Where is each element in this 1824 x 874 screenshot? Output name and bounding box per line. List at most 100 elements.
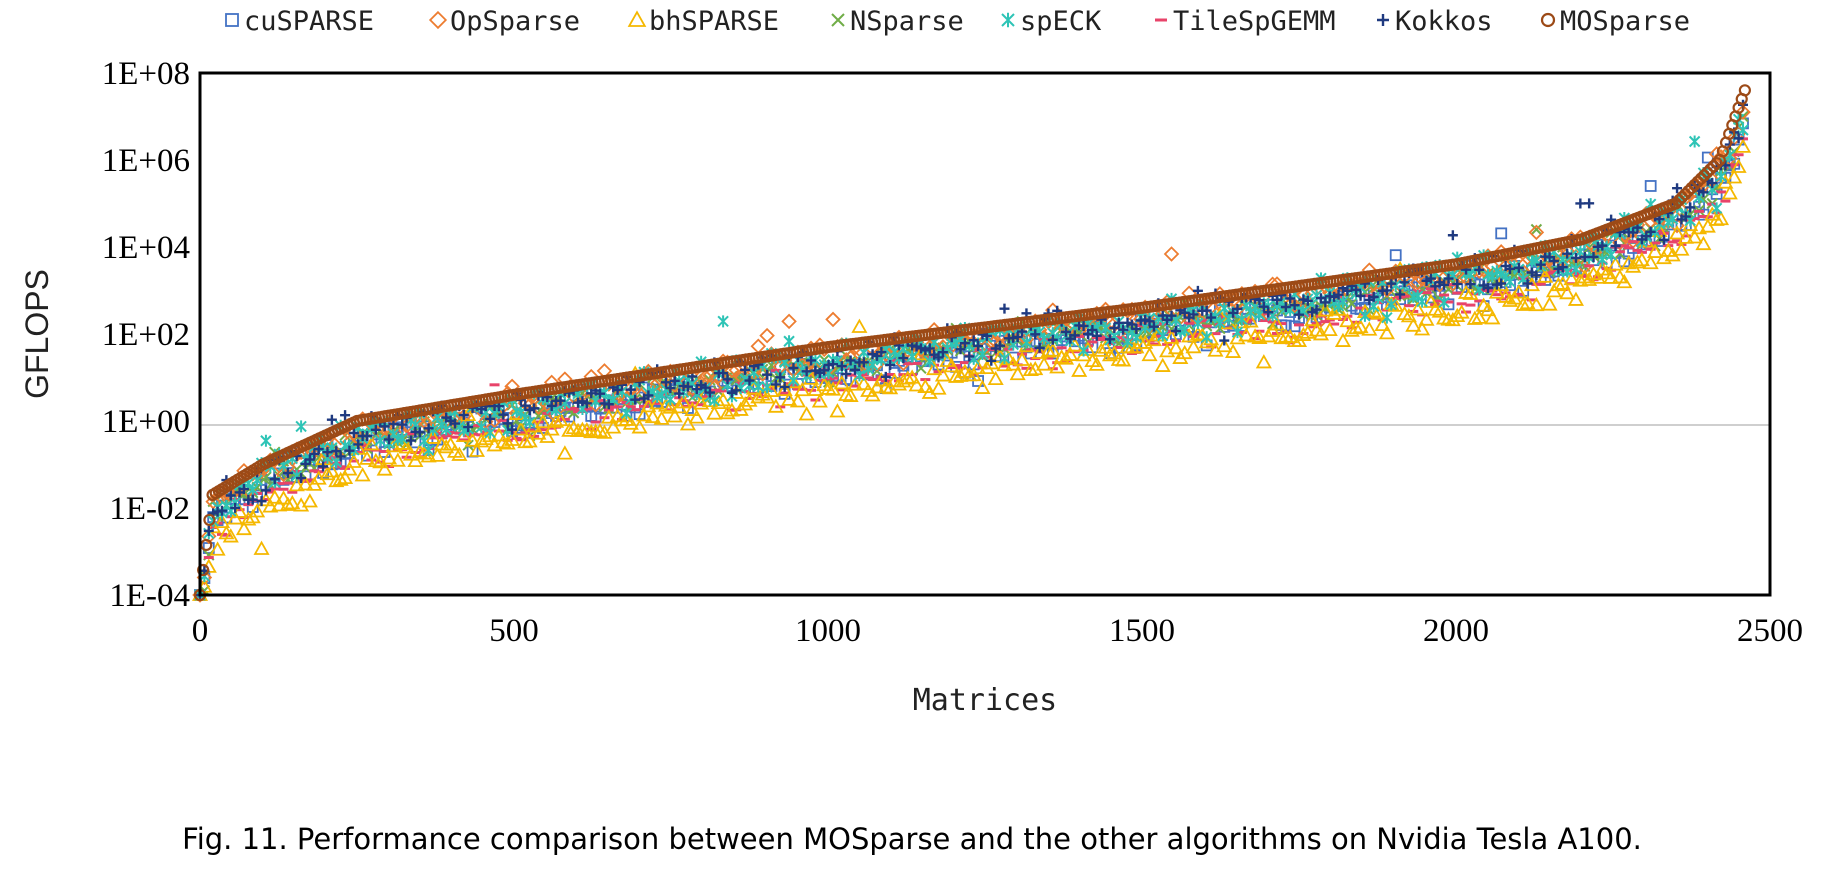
data-point bbox=[507, 424, 518, 435]
data-point bbox=[924, 343, 935, 354]
data-point bbox=[829, 403, 846, 418]
plot-frame bbox=[198, 71, 1772, 597]
data-point bbox=[1145, 331, 1162, 347]
data-point bbox=[1588, 251, 1599, 262]
data-point bbox=[197, 563, 210, 577]
data-point bbox=[1479, 301, 1497, 317]
data-point bbox=[1386, 278, 1397, 289]
data-point bbox=[1280, 302, 1291, 313]
data-point bbox=[858, 357, 869, 368]
data-point bbox=[1557, 262, 1568, 273]
data-point bbox=[1458, 284, 1475, 299]
data-point bbox=[253, 540, 270, 555]
data-point bbox=[1035, 356, 1053, 371]
data-point bbox=[986, 355, 997, 366]
data-point bbox=[282, 467, 293, 478]
data-point bbox=[484, 426, 496, 439]
data-point bbox=[1009, 365, 1026, 381]
data-point bbox=[570, 422, 587, 438]
legend-marker bbox=[1540, 12, 1556, 28]
data-point bbox=[512, 421, 529, 436]
data-point bbox=[256, 496, 267, 507]
data-point bbox=[1346, 297, 1358, 310]
data-point bbox=[1238, 327, 1255, 342]
data-point bbox=[660, 377, 671, 388]
data-point bbox=[1263, 307, 1274, 318]
data-point bbox=[1584, 198, 1595, 209]
data-point bbox=[785, 373, 802, 389]
data-point bbox=[1246, 328, 1264, 343]
data-point bbox=[1167, 339, 1184, 355]
data-point bbox=[1118, 324, 1129, 335]
data-point bbox=[1730, 158, 1747, 173]
data-point bbox=[1570, 252, 1581, 263]
data-point bbox=[1452, 278, 1463, 289]
x-tick-label: 500 bbox=[489, 613, 539, 649]
data-point bbox=[1101, 347, 1119, 362]
y-tick-label: 1E+04 bbox=[102, 230, 190, 266]
data-point bbox=[1088, 356, 1105, 371]
data-point bbox=[521, 433, 538, 448]
data-point bbox=[1044, 342, 1061, 357]
data-point bbox=[363, 436, 380, 451]
data-point bbox=[1579, 251, 1590, 262]
y-tick-label: 1E+02 bbox=[102, 317, 190, 353]
data-point bbox=[1431, 303, 1448, 318]
data-point bbox=[1563, 270, 1580, 286]
data-point bbox=[1334, 332, 1352, 347]
data-point bbox=[955, 344, 966, 355]
data-point bbox=[556, 445, 573, 460]
legend: cuSPARSE OpSparse bhSPARSE NSparse spECK Tile… bbox=[225, 6, 1690, 37]
data-point bbox=[908, 377, 925, 392]
data-point bbox=[1106, 345, 1123, 360]
data-point bbox=[1677, 229, 1694, 244]
data-point bbox=[806, 355, 817, 366]
data-point bbox=[952, 367, 969, 382]
data-point bbox=[1559, 284, 1576, 300]
data-point bbox=[1269, 276, 1285, 292]
data-point bbox=[595, 388, 606, 399]
data-point bbox=[1242, 313, 1259, 328]
data-point bbox=[222, 528, 239, 543]
data-point bbox=[1721, 185, 1738, 200]
x-tick-label: 2000 bbox=[1423, 613, 1489, 649]
data-point bbox=[260, 434, 272, 447]
x-axis-title: Matrices bbox=[913, 683, 1058, 718]
data-point bbox=[828, 359, 839, 370]
data-point bbox=[1658, 234, 1669, 245]
data-point bbox=[275, 490, 292, 505]
data-point bbox=[499, 435, 516, 450]
data-point bbox=[1726, 169, 1743, 184]
data-point bbox=[552, 411, 569, 427]
data-point bbox=[750, 338, 767, 355]
data-point bbox=[1531, 270, 1542, 281]
data-point bbox=[649, 395, 666, 410]
data-point bbox=[789, 393, 806, 408]
data-point bbox=[943, 358, 960, 373]
data-point bbox=[1712, 210, 1730, 226]
data-point bbox=[1647, 243, 1664, 258]
data-point bbox=[1154, 357, 1171, 372]
y-tick-label: 1E+00 bbox=[102, 404, 190, 440]
data-point bbox=[235, 520, 253, 536]
data-point bbox=[968, 335, 979, 346]
data-point bbox=[836, 361, 847, 372]
data-point bbox=[1707, 160, 1720, 173]
data-point bbox=[899, 370, 916, 385]
data-point bbox=[1698, 187, 1709, 198]
data-point bbox=[1699, 218, 1716, 233]
data-point bbox=[1189, 326, 1206, 341]
data-point bbox=[1708, 146, 1725, 162]
data-point bbox=[1597, 240, 1608, 251]
data-point bbox=[1121, 335, 1134, 348]
data-point bbox=[464, 432, 481, 447]
data-point bbox=[973, 340, 984, 351]
data-point bbox=[1368, 291, 1379, 302]
data-point bbox=[1091, 330, 1102, 341]
data-point bbox=[1488, 284, 1505, 299]
data-point bbox=[770, 379, 781, 390]
data-point bbox=[1669, 225, 1686, 240]
data-point bbox=[798, 406, 815, 421]
data-point bbox=[332, 471, 349, 486]
data-point bbox=[1422, 293, 1439, 308]
